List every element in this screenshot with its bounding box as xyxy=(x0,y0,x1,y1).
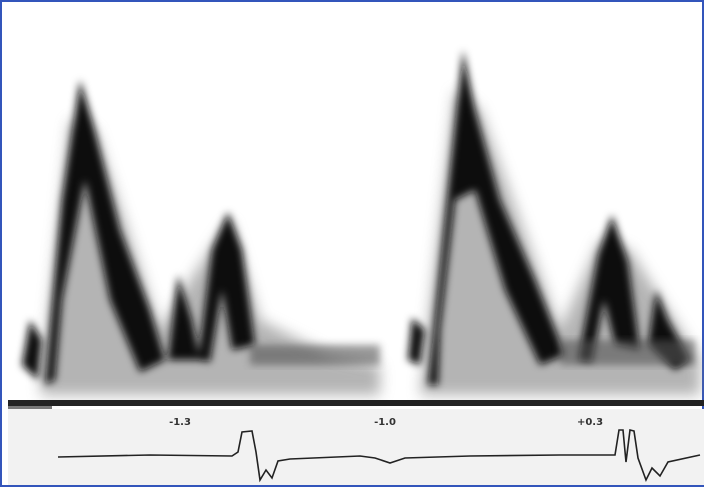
baseline-marker xyxy=(8,406,52,409)
ecg-trace xyxy=(57,429,701,483)
scale-label: +0.3 xyxy=(577,417,603,428)
scale-label: -1.3 xyxy=(169,417,191,428)
ecg-panel xyxy=(8,409,704,485)
spectral-waveform xyxy=(22,50,700,395)
baseline xyxy=(8,400,704,406)
scale-label: -1.0 xyxy=(374,417,396,428)
